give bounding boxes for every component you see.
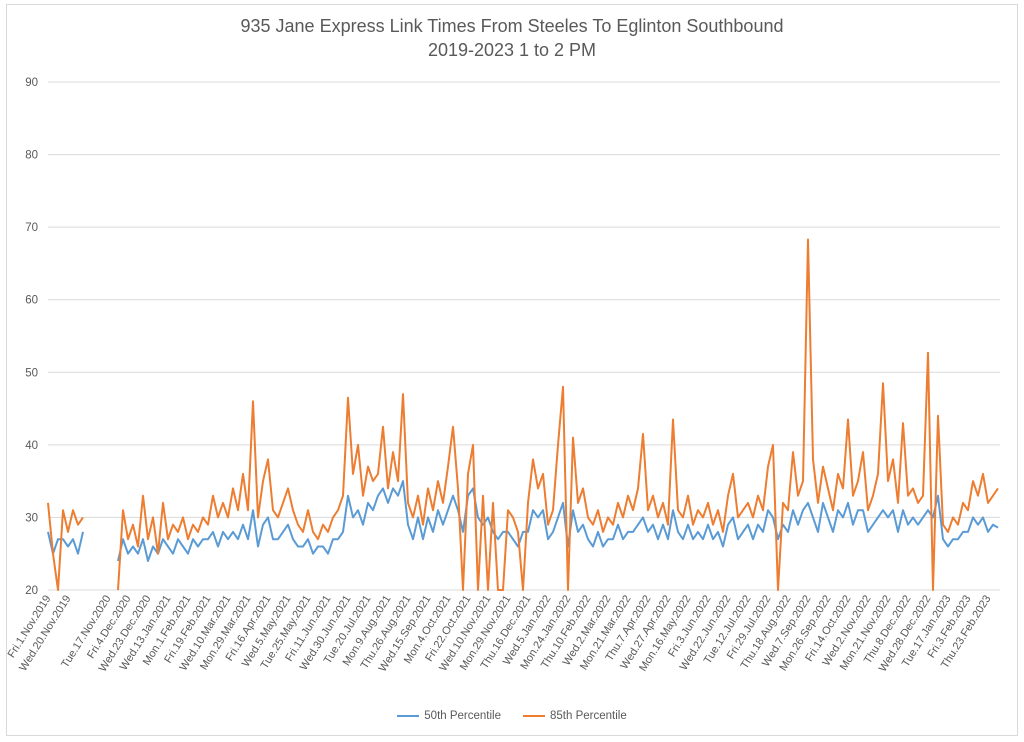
legend-swatch-blue <box>397 715 420 717</box>
legend-item-50th: 50th Percentile <box>397 710 501 722</box>
series-line-50th-percentile <box>47 480 999 562</box>
y-tick-label: 70 <box>25 222 38 234</box>
legend-label: 50th Percentile <box>424 710 501 722</box>
y-tick-label: 30 <box>25 512 38 524</box>
y-tick-label: 20 <box>25 585 38 597</box>
chart-frame <box>6 4 1018 736</box>
series-line-85th-percentile <box>47 238 999 591</box>
chart-title: 935 Jane Express Link Times From Steeles… <box>240 16 784 36</box>
legend: 50th Percentile 85th Percentile <box>0 710 1024 722</box>
legend-swatch-orange <box>523 715 545 717</box>
legend-item-85th: 85th Percentile <box>523 710 627 722</box>
y-tick-label: 60 <box>25 295 38 307</box>
y-tick-label: 90 <box>25 77 38 89</box>
y-tick-label: 80 <box>25 150 38 162</box>
chart-subtitle: 2019-2023 1 to 2 PM <box>427 40 597 60</box>
y-tick-label: 50 <box>25 367 38 379</box>
y-tick-label: 40 <box>25 440 38 452</box>
legend-label: 85th Percentile <box>550 710 627 722</box>
